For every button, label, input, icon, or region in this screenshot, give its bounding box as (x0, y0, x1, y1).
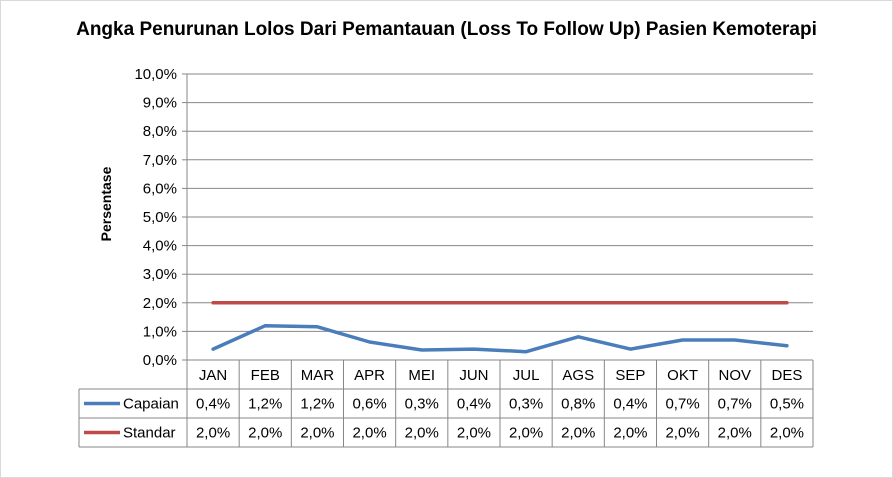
x-category-label: MAR (301, 367, 335, 384)
data-label: 2,0% (509, 425, 543, 442)
y-tick-label: 5,0% (143, 209, 177, 226)
y-tick-label: 10,0% (134, 66, 177, 83)
x-category-label: JAN (199, 367, 227, 384)
data-label: 0,3% (509, 396, 543, 413)
data-label: 2,0% (718, 425, 752, 442)
x-category-label: OKT (667, 367, 698, 384)
data-label: 0,3% (405, 396, 439, 413)
x-category-label: FEB (251, 367, 280, 384)
y-tick-label: 9,0% (143, 95, 177, 112)
data-label: 1,2% (300, 396, 334, 413)
y-tick-label: 8,0% (143, 123, 177, 140)
data-label: 0,4% (613, 396, 647, 413)
x-category-label: MEI (408, 367, 435, 384)
x-category-label: APR (354, 367, 385, 384)
x-category-label: JUL (513, 367, 540, 384)
legend-label-standar: Standar (123, 425, 176, 442)
data-label: 0,7% (665, 396, 699, 413)
y-tick-label: 7,0% (143, 152, 177, 169)
legend-label-capaian: Capaian (123, 396, 179, 413)
data-label: 2,0% (665, 425, 699, 442)
data-label: 2,0% (457, 425, 491, 442)
data-label: 0,8% (561, 396, 595, 413)
y-tick-label: 3,0% (143, 266, 177, 283)
data-label: 2,0% (613, 425, 647, 442)
series-lines (211, 301, 789, 354)
y-tick-labels: 0,0% 1,0% 2,0% 3,0% 4,0% 5,0% 6,0% 7,0% 8,0% 9,0%… (134, 66, 177, 369)
gridlines (182, 73, 813, 361)
data-table: JAN FEB MAR APR MEI JUN JUL AGS SEP OKT NOV DES Capa… (78, 359, 814, 448)
y-tick-label: 2,0% (143, 295, 177, 312)
x-category-label: NOV (718, 367, 751, 384)
data-label: 0,7% (718, 396, 752, 413)
y-tick-label: 0,0% (143, 352, 177, 369)
data-label: 0,6% (352, 396, 386, 413)
data-label: 2,0% (300, 425, 334, 442)
x-category-label: AGS (562, 367, 594, 384)
data-label: 2,0% (248, 425, 282, 442)
data-label: 0,4% (457, 396, 491, 413)
x-category-label: SEP (615, 367, 645, 384)
data-label: 1,2% (248, 396, 282, 413)
data-label: 0,5% (770, 396, 804, 413)
data-label: 2,0% (405, 425, 439, 442)
data-label: 0,4% (196, 396, 230, 413)
x-category-label: DES (771, 367, 802, 384)
data-label: 2,0% (770, 425, 804, 442)
data-label: 2,0% (561, 425, 595, 442)
data-label: 2,0% (352, 425, 386, 442)
data-label: 2,0% (196, 425, 230, 442)
y-tick-label: 4,0% (143, 238, 177, 255)
x-category-label: JUN (459, 367, 488, 384)
series-line-capaian (211, 323, 789, 354)
chart-title: Angka Penurunan Lolos Dari Pemantauan (L… (76, 19, 817, 40)
y-tick-label: 1,0% (143, 323, 177, 340)
y-tick-label: 6,0% (143, 180, 177, 197)
